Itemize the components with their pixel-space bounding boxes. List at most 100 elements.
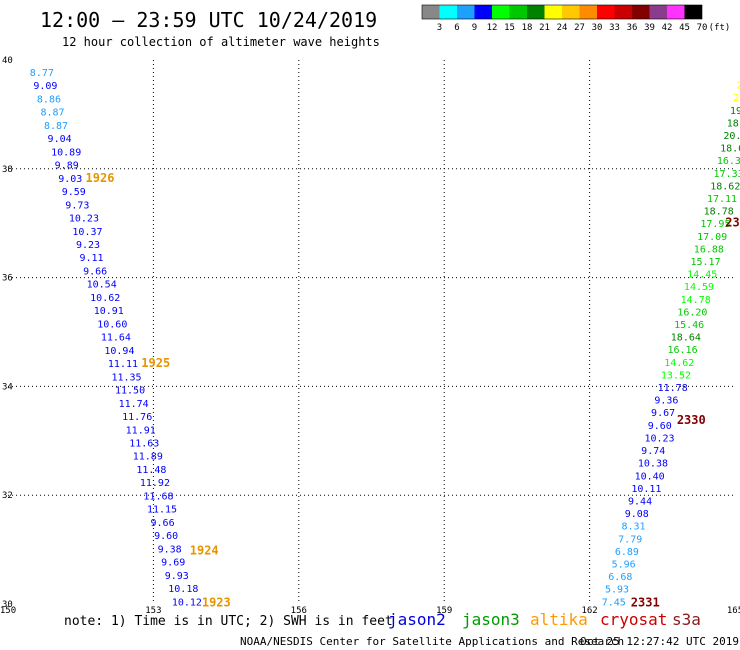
scale-label: 6 [454, 23, 459, 33]
scale-label: 42 [662, 23, 673, 33]
chart-grid [8, 60, 735, 604]
swh-value: 16.16 [667, 345, 697, 356]
legend-s3a: s3a [672, 610, 701, 629]
scale-label: 24 [557, 23, 568, 33]
swh-value: 10.91 [94, 306, 124, 317]
scale-swatch [439, 5, 457, 19]
swh-value: 9.60 [154, 531, 178, 542]
swh-value: 14.78 [681, 295, 711, 306]
swh-value: 18.64 [671, 333, 701, 344]
swh-value: 10.11 [631, 484, 661, 495]
swh-value: 17.11 [707, 194, 737, 205]
swh-value: 9.93 [165, 571, 189, 582]
swh-value: 9.69 [161, 558, 185, 569]
swh-value: 9.73 [65, 200, 89, 211]
scale-label: 12 [487, 23, 498, 33]
scale-swatch [509, 5, 527, 19]
swh-value: 10.23 [644, 433, 674, 444]
y-tick-label: 34 [2, 382, 13, 392]
note-text: note: 1) Time is in UTC; 2) SWH is in fe… [64, 614, 393, 629]
swh-value: 10.62 [90, 293, 120, 304]
scale-swatch [649, 5, 667, 19]
swh-value: 10.37 [72, 227, 102, 238]
swh-value: 14.45 [687, 270, 717, 281]
time-label: 1924 [190, 544, 219, 558]
swh-value: 21 [737, 81, 740, 92]
swh-value: 18.0 [727, 118, 740, 129]
swh-value: 10.12 [172, 597, 202, 608]
swh-value: 11.89 [133, 452, 163, 463]
swh-value: 9.67 [651, 408, 675, 419]
chart-subtitle: 12 hour collection of altimeter wave hei… [62, 35, 380, 49]
scale-swatch [474, 5, 492, 19]
scale-swatch [544, 5, 562, 19]
swh-value: 9.09 [33, 81, 57, 92]
scale-swatch [492, 5, 510, 19]
scale-swatch [684, 5, 702, 19]
swh-value: 9.59 [62, 187, 86, 198]
swh-value: 11.78 [658, 383, 688, 394]
time-label: 1925 [141, 356, 170, 370]
legend-jason2: jason2 [388, 610, 446, 629]
swh-value: 9.74 [641, 446, 665, 457]
scale-label: 15 [504, 23, 515, 33]
color-scale-bar: 3 6 9 12 15 18 21 24 27 30 33 36 39 42 45 70 (ft) [421, 4, 730, 33]
swh-value: 11.64 [101, 333, 131, 344]
swh-value: 10.94 [104, 346, 134, 357]
time-label: 2330 [677, 413, 706, 427]
scale-label: 27 [574, 23, 585, 33]
swh-value: 9.04 [48, 134, 72, 145]
scale-label: 21 [539, 23, 550, 33]
scale-swatch [457, 5, 475, 19]
time-label: 2331 [631, 595, 660, 609]
swh-value: 9.08 [625, 509, 649, 520]
swh-value: 16.37 [717, 156, 740, 167]
swh-value: 9.44 [628, 496, 652, 507]
time-label: 1923 [202, 595, 231, 609]
scale-swatch [597, 5, 615, 19]
x-tick-label: 159 [436, 606, 452, 616]
x-tick-label: 165 [727, 606, 740, 616]
swh-value: 18.78 [704, 207, 734, 218]
swh-value: 10.23 [69, 214, 99, 225]
x-tick-label: 156 [291, 606, 307, 616]
swh-value: 6.68 [608, 572, 632, 583]
scale-label: 3 [437, 23, 442, 33]
swh-value: 11.63 [129, 438, 159, 449]
x-axis-ticks: 150 153 156 159 162 165 [0, 606, 740, 616]
swh-value: 9.89 [55, 161, 79, 172]
swh-value: 9.36 [654, 396, 678, 407]
swh-value: 17.33 [714, 169, 740, 180]
swh-value: 9.60 [648, 421, 672, 432]
swh-value: 21 [733, 93, 740, 104]
swh-value: 10.54 [87, 280, 117, 291]
y-tick-label: 30 [2, 600, 13, 610]
swh-value: 14.62 [664, 358, 694, 369]
scale-label: 18 [522, 23, 533, 33]
swh-value: 11.76 [122, 412, 152, 423]
scale-swatch [527, 5, 545, 19]
swh-value: 11.74 [119, 399, 149, 410]
y-tick-label: 32 [2, 491, 13, 501]
swh-value: 6.89 [615, 547, 639, 558]
swh-value: 10.18 [168, 584, 198, 595]
swh-value: 11.92 [140, 478, 170, 489]
swh-value: 8.77 [30, 68, 54, 79]
scale-swatch [422, 5, 440, 19]
scale-frame [421, 4, 703, 20]
swh-value: 10.89 [51, 147, 81, 158]
legend-jason3: jason3 [462, 610, 520, 629]
track-right-values: 20212119.318.020.3518.6216.3717.3318.621… [602, 68, 740, 608]
credit-text: NOAA/NESDIS Center for Satellite Applica… [240, 635, 624, 648]
swh-value: 8.31 [621, 522, 645, 533]
scale-label: 39 [644, 23, 655, 33]
swh-value: 11.50 [115, 386, 145, 397]
swh-value: 8.86 [37, 94, 61, 105]
swh-value: 9.66 [83, 266, 107, 277]
y-tick-label: 40 [2, 56, 13, 66]
time-label: 23 [725, 216, 739, 230]
swh-value: 19.3 [730, 106, 740, 117]
swh-value: 17.95 [700, 219, 730, 230]
